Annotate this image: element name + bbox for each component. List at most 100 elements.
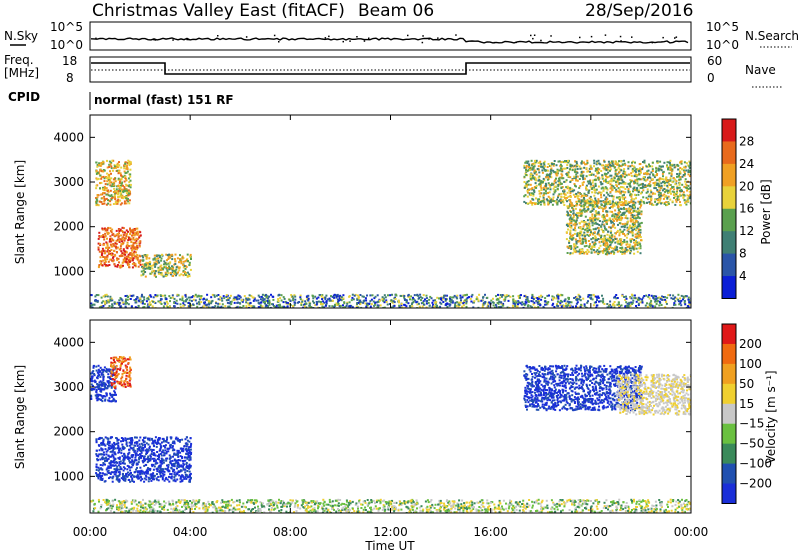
echo-cell	[638, 189, 641, 192]
echo-cell	[642, 176, 645, 179]
echo-cell	[671, 186, 674, 189]
echo-cell	[605, 201, 608, 204]
echo-cell	[166, 273, 169, 276]
echo-cell	[342, 306, 345, 308]
echo-cell	[333, 296, 335, 299]
echo-cell	[292, 299, 295, 302]
echo-cell	[568, 205, 571, 208]
echo-cell	[108, 246, 111, 249]
echo-cell	[583, 305, 586, 307]
echo-cell	[581, 182, 584, 185]
echo-cell	[96, 386, 99, 389]
echo-cell	[385, 300, 388, 303]
echo-cell	[101, 400, 104, 403]
echo-cell	[392, 305, 395, 308]
echo-cell	[657, 178, 660, 181]
echo-cell	[134, 232, 137, 235]
echo-cell	[590, 202, 593, 205]
echo-cell	[622, 182, 625, 185]
echo-cell	[543, 202, 546, 205]
echo-cell	[126, 243, 129, 246]
echo-cell	[105, 189, 108, 192]
echo-cell	[638, 298, 641, 301]
echo-cell	[647, 176, 649, 179]
echo-cell	[512, 298, 515, 301]
nsearch-dot	[428, 38, 430, 40]
echo-cell	[666, 165, 669, 168]
echo-cell	[575, 298, 578, 301]
echo-cell	[117, 185, 120, 187]
echo-cell	[393, 304, 396, 307]
echo-cell	[158, 256, 161, 258]
echo-cell	[299, 296, 302, 299]
echo-cell	[512, 295, 515, 298]
echo-cell	[523, 295, 526, 298]
echo-cell	[123, 186, 126, 189]
echo-cell	[360, 306, 363, 308]
echo-cell	[632, 202, 635, 205]
echo-cell	[549, 164, 552, 167]
echo-cell	[625, 174, 628, 177]
echo-cell	[118, 255, 121, 258]
echo-cell	[647, 172, 650, 175]
echo-cell	[132, 294, 135, 297]
echo-cell	[370, 298, 373, 301]
echo-cell	[95, 391, 98, 394]
echo-cell	[633, 239, 636, 241]
echo-cell	[477, 299, 480, 302]
echo-cell	[586, 231, 589, 233]
echo-cell	[424, 298, 426, 301]
echo-cell	[616, 241, 619, 244]
echo-cell	[96, 385, 99, 388]
echo-cell	[497, 293, 499, 296]
echo-cell	[444, 298, 447, 301]
echo-cell	[533, 172, 536, 175]
echo-cell	[112, 196, 115, 199]
echo-cell	[129, 298, 132, 300]
echo-cell	[366, 304, 369, 307]
echo-cell	[182, 302, 185, 305]
echo-cell	[585, 195, 588, 197]
echo-cell	[98, 374, 101, 377]
echo-cell	[572, 237, 575, 240]
echo-cell	[182, 304, 185, 307]
echo-cell	[588, 223, 591, 226]
echo-cell	[650, 304, 653, 307]
echo-cell	[109, 184, 112, 187]
echo-cell	[382, 299, 385, 302]
echo-cell	[400, 302, 403, 305]
echo-cell	[161, 274, 164, 277]
echo-cell	[606, 233, 609, 236]
echo-cell	[119, 247, 122, 250]
echo-cell	[409, 298, 411, 301]
nsearch-dot	[619, 35, 622, 38]
echo-cell	[470, 300, 473, 303]
echo-cell	[613, 204, 616, 207]
echo-cell	[146, 305, 149, 308]
echo-cell	[676, 195, 679, 198]
echo-cell	[675, 180, 678, 183]
echo-cell	[528, 192, 531, 195]
echo-cell	[630, 297, 633, 300]
echo-cell	[632, 204, 635, 206]
echo-cell	[617, 217, 620, 220]
echo-cell	[100, 306, 102, 308]
echo-cell	[633, 166, 636, 169]
echo-cell	[621, 253, 624, 255]
echo-cell	[577, 191, 580, 194]
echo-cell	[548, 183, 551, 186]
echo-cell	[534, 159, 536, 162]
echo-cell	[610, 206, 613, 208]
echo-cell	[626, 246, 629, 248]
echo-cell	[436, 306, 439, 308]
echo-cell	[560, 186, 563, 189]
echo-cell	[401, 306, 404, 308]
echo-cell	[586, 159, 589, 162]
echo-cell	[635, 217, 638, 220]
echo-cell	[594, 218, 597, 221]
echo-cell	[136, 245, 138, 248]
echo-cell	[220, 297, 223, 300]
echo-cell	[663, 180, 665, 183]
echo-cell	[373, 297, 376, 300]
echo-cell	[666, 181, 669, 184]
